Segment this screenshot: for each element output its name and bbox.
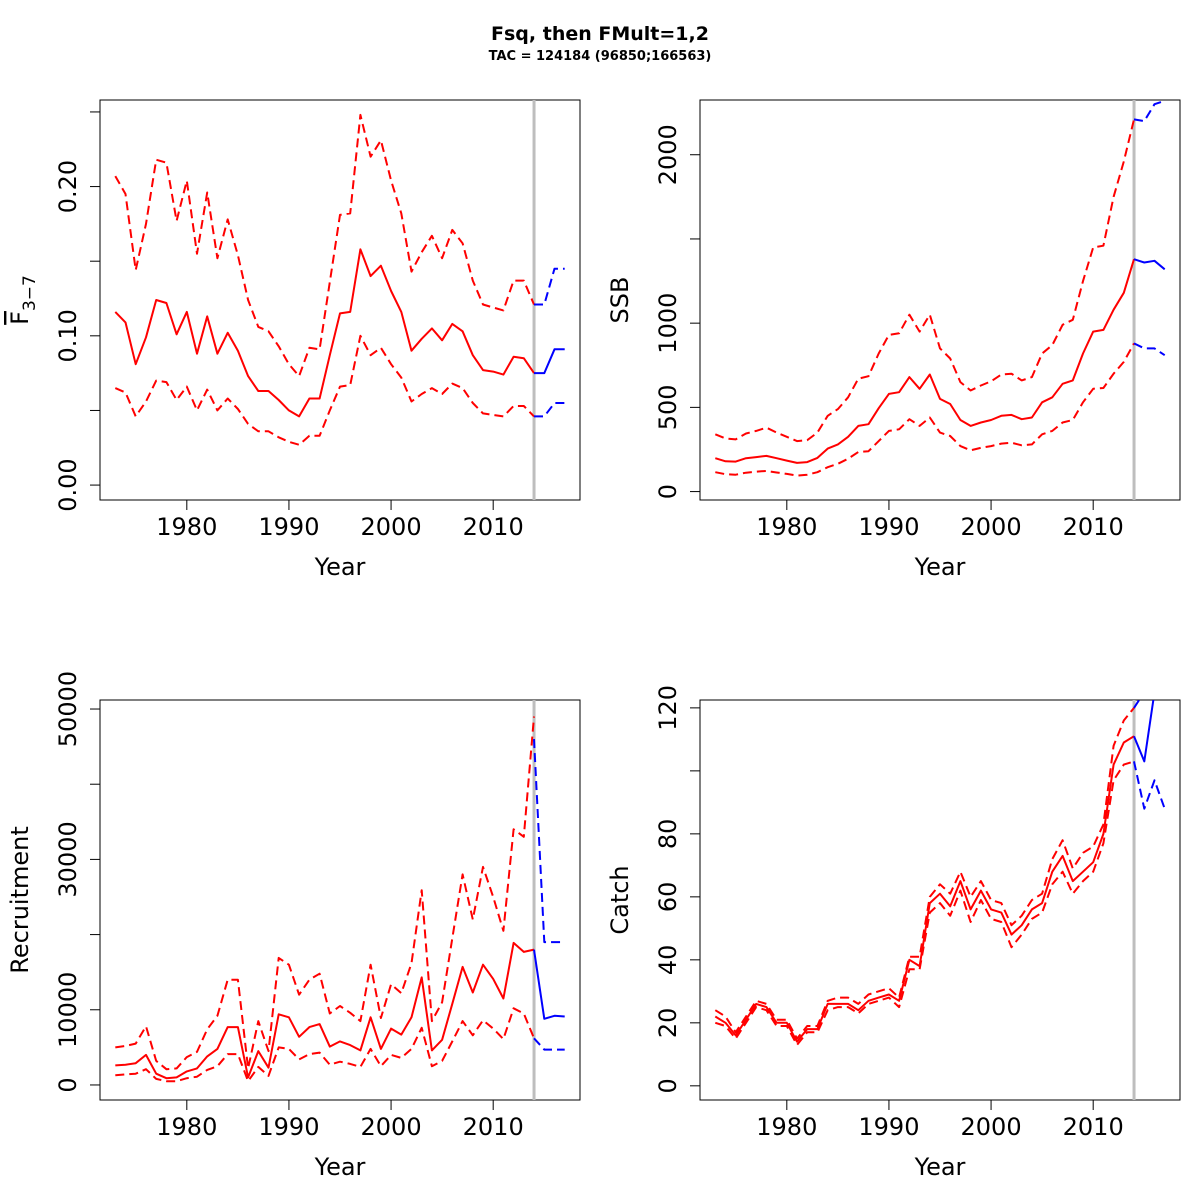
series-projection-lower [1133, 761, 1166, 810]
series-projection-lower [534, 402, 565, 418]
series-historic-lower [715, 760, 1135, 1046]
series-historic-median [114, 248, 535, 418]
series-projection-median [1133, 258, 1166, 271]
x-tick-label: 2000 [361, 1113, 422, 1141]
series-group [714, 100, 1166, 477]
panel-recruitment: 1980 1990 2000 2010 0 10000 30000 50000 Year Recr… [6, 671, 581, 1181]
y-axis-label: Catch [606, 865, 634, 934]
series-historic-median [115, 941, 535, 1080]
chart-title: Fsq, then FMult=1,2 [491, 23, 709, 45]
x-axis-label: Year [914, 1153, 966, 1181]
y-tick-label: 10000 [54, 972, 82, 1048]
panels: 1980 1990 2000 20100.000.100.20YearF3−71980… [6, 99, 1181, 1181]
series-historic-lower [115, 1007, 535, 1083]
series-historic-upper [115, 716, 535, 1071]
x-tick-label: 1980 [756, 513, 817, 541]
series-historic-median [714, 735, 1135, 1043]
panel-catch: 1980 1990 2000 2010 0 20 40 60 80 120 Year Catch [606, 685, 1181, 1181]
x-tick-label: 1980 [756, 1113, 817, 1141]
y-axis-label-sub: 3−7 [20, 275, 40, 311]
series-projection-lower [533, 1037, 565, 1051]
x-tick-label: 2000 [961, 513, 1022, 541]
x-tick-label: 1980 [156, 1113, 217, 1141]
chart-subtitle: TAC = 124184 (96850;166563) [489, 49, 712, 64]
x-tick-label: 1980 [156, 513, 217, 541]
y-axis-label-main: F [6, 311, 34, 325]
x-axis-label: Year [314, 553, 366, 581]
y-tick-label: 2000 [654, 124, 682, 185]
y-tick-label: 0.20 [54, 160, 82, 213]
series-projection-median [533, 949, 565, 1020]
y-tick-label: 50000 [54, 671, 82, 747]
y-tick-label: 0 [54, 1077, 82, 1092]
x-axis-label: Year [314, 1153, 366, 1181]
y-axis-label: F3−7 [6, 275, 40, 325]
series-group [714, 700, 1166, 1046]
x-tick-label: 1990 [258, 513, 319, 541]
series-historic-lower [114, 334, 535, 446]
series-projection-upper [533, 739, 565, 944]
y-axis-label: SSB [606, 277, 634, 324]
series-projection-median [534, 348, 565, 375]
y-tick-label: 0 [654, 1078, 682, 1093]
y-tick-label: 120 [654, 685, 682, 731]
x-tick-label: 2000 [961, 1113, 1022, 1141]
x-tick-label: 2010 [463, 1113, 524, 1141]
y-tick-label: 30000 [54, 821, 82, 897]
series-projection-median [1133, 700, 1155, 763]
y-tick-label: 80 [654, 819, 682, 850]
y-tick-label: 500 [654, 384, 682, 430]
y-axis-label: Recruitment [6, 826, 34, 973]
plot-frame [699, 699, 1181, 1101]
series-projection-upper [534, 267, 565, 306]
y-tick-label: 40 [654, 945, 682, 976]
series-projection-lower [1133, 342, 1166, 357]
x-tick-label: 2010 [1063, 513, 1124, 541]
x-tick-label: 1990 [258, 1113, 319, 1141]
series-projection-upper [1133, 700, 1141, 709]
x-axis-label: Year [914, 553, 966, 581]
x-tick-label: 1990 [858, 513, 919, 541]
panel-ssb: 1980 1990 2000 2010 0 500 1000 2000 Year SSB [606, 99, 1181, 581]
plot-frame [699, 99, 1181, 501]
series-historic-upper [714, 707, 1135, 1040]
x-tick-label: 2000 [361, 513, 422, 541]
series-group [114, 113, 565, 446]
y-tick-label: 60 [654, 882, 682, 913]
y-tick-label: 1000 [654, 293, 682, 354]
series-projection-upper [1133, 100, 1166, 123]
y-tick-label: 0.00 [54, 458, 82, 511]
series-historic-upper [114, 113, 535, 378]
y-tick-label: 0.10 [54, 309, 82, 362]
x-tick-label: 2010 [1063, 1113, 1124, 1141]
series-historic-upper [714, 119, 1135, 443]
x-tick-label: 1990 [858, 1113, 919, 1141]
y-tick-label: 0 [654, 484, 682, 499]
plot-frame [99, 99, 581, 501]
x-tick-label: 2010 [463, 513, 524, 541]
panel-fbar: 1980 1990 2000 2010 0.00 0.10 0.20 Year F3−7 [6, 99, 581, 581]
y-tick-label: 20 [654, 1008, 682, 1039]
plot-frame [99, 699, 581, 1101]
series-historic-lower [715, 342, 1135, 477]
series-historic-median [715, 258, 1135, 464]
series-group [115, 716, 565, 1083]
